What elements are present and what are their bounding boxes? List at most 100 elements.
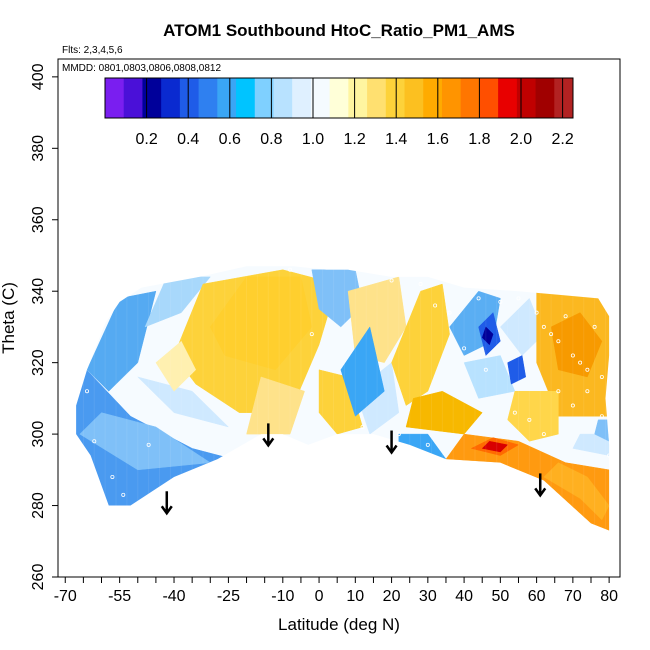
- sample-point: [309, 332, 314, 337]
- colorbar-tick-label: 1.4: [385, 131, 407, 148]
- sample-point: [599, 414, 604, 419]
- sample-point: [563, 314, 568, 319]
- colorbar-segment: [516, 78, 537, 118]
- sample-point: [599, 374, 604, 379]
- sample-point: [433, 303, 438, 308]
- heatmap-patch: [445, 433, 610, 531]
- arrow-marker: [160, 491, 173, 516]
- sample-point: [77, 374, 82, 379]
- colorbar-tick-label: 2.0: [510, 131, 532, 148]
- heatmap-patch: [543, 462, 610, 521]
- mmdd-note: MMDD: 0801,0803,0806,0808,0812: [62, 63, 221, 74]
- x-tick-label: 50: [491, 588, 509, 605]
- sample-point: [570, 353, 575, 358]
- heatmap-patch: [391, 283, 450, 406]
- colorbar-segment: [105, 78, 125, 118]
- x-axis: -70 -55 -40 -25 -10 0 10 20 30 40 50 60 70 80: [54, 577, 618, 605]
- colorbar-tick-label: 0.4: [177, 131, 199, 148]
- sample-point: [92, 439, 97, 444]
- sample-point: [512, 410, 517, 415]
- sample-point: [476, 296, 481, 301]
- sample-point: [585, 367, 590, 372]
- sample-point: [541, 432, 546, 437]
- y-tick-label: 280: [30, 492, 47, 519]
- heatmap-patch: [340, 326, 385, 417]
- x-tick-label: 70: [564, 588, 582, 605]
- colorbar-tick-label: 0.2: [135, 131, 157, 148]
- y-tick-label: 340: [30, 278, 47, 305]
- sample-point: [585, 389, 590, 394]
- x-tick-label: -55: [108, 588, 131, 605]
- x-tick-label: 40: [455, 588, 473, 605]
- x-tick-label: 80: [600, 588, 618, 605]
- heatmap-patch: [155, 340, 197, 392]
- chart-title: ATOM1 Southbound HtoC_Ratio_PM1_AMS: [163, 21, 515, 40]
- y-tick-label: 320: [30, 349, 47, 376]
- heatmap-patch: [79, 412, 212, 471]
- colorbar-segment: [310, 78, 331, 118]
- arrow-markers: [160, 423, 547, 516]
- sample-point: [288, 267, 293, 272]
- sample-point: [360, 424, 365, 429]
- colorbar-segment: [123, 78, 143, 118]
- colorbar-segment: [404, 78, 424, 118]
- sample-point: [418, 282, 423, 287]
- colorbar-segment: [367, 78, 387, 118]
- sample-point: [121, 492, 126, 497]
- arrow-marker: [385, 430, 398, 455]
- colorbar-segment: [273, 78, 293, 118]
- colorbar-segment: [179, 78, 200, 118]
- colorbar-segment: [385, 78, 406, 118]
- sample-point: [570, 403, 575, 408]
- arrow-marker: [262, 423, 275, 448]
- colorbar-tick-label: 1.6: [427, 131, 449, 148]
- colorbar-segment: [254, 78, 274, 118]
- colorbar-segment: [479, 78, 499, 118]
- colorbar-tick-label: 0.8: [260, 131, 282, 148]
- sample-point: [578, 360, 583, 365]
- sample-point: [498, 299, 503, 304]
- heatmap-patch: [507, 390, 559, 442]
- colorbar-segment: [460, 78, 480, 118]
- sample-point: [549, 332, 554, 337]
- x-tick-label: 0: [315, 588, 324, 605]
- colorbar-tick-label: 1.8: [468, 131, 490, 148]
- colorbar-segment: [441, 78, 462, 118]
- sample-point: [447, 310, 452, 315]
- sample-point: [534, 310, 539, 315]
- sample-point: [389, 278, 394, 283]
- sample-point: [556, 339, 561, 344]
- plot-frame: [57, 58, 621, 578]
- sample-point: [85, 389, 90, 394]
- heatmap-patch: [507, 355, 527, 385]
- sample-point: [146, 442, 151, 447]
- x-axis-label: Latitude (deg N): [278, 615, 400, 634]
- heatmap-patch: [209, 276, 313, 371]
- sample-point: [541, 324, 546, 329]
- colorbar-segment: [198, 78, 218, 118]
- colorbar-tick-label: 0.6: [219, 131, 241, 148]
- sample-point: [462, 346, 467, 351]
- y-tick-label: 360: [30, 206, 47, 233]
- colorbar-segment: [142, 78, 162, 118]
- x-tick-label: -70: [54, 588, 77, 605]
- flights-note: Flts: 2,3,4,5,6: [62, 45, 123, 56]
- x-tick-label: -25: [217, 588, 240, 605]
- sample-point: [607, 453, 610, 458]
- colorbar-segment: [292, 78, 312, 118]
- colorbar-tick-label: 1.0: [302, 131, 324, 148]
- colorbar-segment: [329, 78, 349, 118]
- sample-point: [527, 417, 532, 422]
- x-tick-label: 20: [383, 588, 401, 605]
- y-tick-label: 380: [30, 135, 47, 162]
- x-tick-label: -40: [162, 588, 185, 605]
- colorbar-segment: [535, 78, 555, 118]
- heatmap-patch: [405, 390, 483, 435]
- sample-point: [179, 489, 184, 494]
- x-tick-label: 60: [528, 588, 546, 605]
- heatmap-patch: [144, 276, 211, 328]
- sample-point: [483, 367, 488, 372]
- colorbar-segment: [217, 78, 237, 118]
- arrow-marker: [534, 473, 547, 498]
- sample-point: [425, 442, 430, 447]
